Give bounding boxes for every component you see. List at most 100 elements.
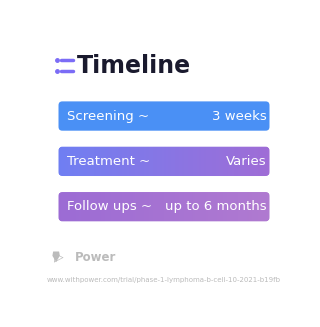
Bar bbox=[116, 142, 118, 181]
Bar bbox=[166, 187, 168, 226]
Bar bbox=[197, 142, 199, 181]
Bar bbox=[70, 96, 72, 136]
Bar bbox=[210, 96, 212, 136]
Bar bbox=[83, 142, 85, 181]
Bar bbox=[192, 187, 193, 226]
Bar bbox=[63, 96, 65, 136]
Bar bbox=[188, 187, 190, 226]
Bar bbox=[221, 142, 223, 181]
Bar bbox=[59, 96, 61, 136]
Bar bbox=[190, 96, 192, 136]
Bar bbox=[109, 96, 111, 136]
Bar bbox=[153, 187, 155, 226]
Bar bbox=[234, 142, 236, 181]
Bar bbox=[153, 142, 155, 181]
Bar bbox=[125, 96, 127, 136]
Bar bbox=[164, 96, 166, 136]
Bar bbox=[192, 96, 193, 136]
Bar bbox=[107, 96, 109, 136]
Bar bbox=[109, 142, 111, 181]
Text: www.withpower.com/trial/phase-1-lymphoma-b-cell-10-2021-b19fb: www.withpower.com/trial/phase-1-lymphoma… bbox=[47, 277, 281, 283]
Bar bbox=[74, 96, 76, 136]
Bar bbox=[215, 96, 217, 136]
Bar bbox=[158, 96, 160, 136]
Bar bbox=[247, 96, 249, 136]
Bar bbox=[249, 142, 251, 181]
Bar bbox=[263, 142, 265, 181]
Bar bbox=[138, 187, 140, 226]
Bar bbox=[223, 187, 225, 226]
Bar bbox=[256, 96, 258, 136]
Bar bbox=[157, 142, 158, 181]
Bar bbox=[215, 187, 217, 226]
Bar bbox=[273, 96, 274, 136]
Bar bbox=[177, 96, 179, 136]
Bar bbox=[243, 96, 245, 136]
Bar bbox=[267, 142, 269, 181]
Bar bbox=[155, 142, 157, 181]
Bar bbox=[210, 187, 212, 226]
Bar bbox=[236, 187, 237, 226]
Bar bbox=[92, 96, 94, 136]
Bar bbox=[72, 96, 74, 136]
Bar bbox=[72, 187, 74, 226]
Bar bbox=[116, 96, 118, 136]
Bar bbox=[155, 187, 157, 226]
Bar bbox=[85, 142, 87, 181]
Text: Screening ~: Screening ~ bbox=[67, 110, 149, 123]
Bar bbox=[94, 142, 96, 181]
Bar bbox=[219, 187, 221, 226]
Bar bbox=[193, 142, 195, 181]
Bar bbox=[55, 187, 57, 226]
Bar bbox=[103, 187, 105, 226]
Bar bbox=[55, 142, 57, 181]
Bar bbox=[148, 187, 149, 226]
Bar bbox=[114, 142, 116, 181]
Bar bbox=[249, 187, 251, 226]
Bar bbox=[237, 187, 239, 226]
Bar bbox=[184, 96, 186, 136]
Bar bbox=[144, 96, 146, 136]
Bar bbox=[217, 142, 219, 181]
Bar bbox=[212, 142, 214, 181]
Bar bbox=[271, 96, 273, 136]
Bar bbox=[261, 96, 263, 136]
Bar bbox=[180, 142, 182, 181]
Bar bbox=[160, 187, 162, 226]
Bar bbox=[252, 142, 254, 181]
Bar bbox=[168, 142, 170, 181]
Bar bbox=[83, 96, 85, 136]
Bar bbox=[245, 142, 247, 181]
Bar bbox=[129, 96, 131, 136]
Bar bbox=[188, 96, 190, 136]
Bar bbox=[204, 142, 206, 181]
Bar bbox=[91, 187, 92, 226]
Bar bbox=[158, 142, 160, 181]
Bar bbox=[98, 96, 100, 136]
Bar bbox=[166, 96, 168, 136]
Bar bbox=[94, 96, 96, 136]
Bar bbox=[85, 96, 87, 136]
Bar bbox=[203, 96, 204, 136]
Bar bbox=[98, 187, 100, 226]
Bar bbox=[208, 96, 210, 136]
Bar bbox=[179, 187, 180, 226]
Bar bbox=[260, 142, 261, 181]
Bar bbox=[217, 187, 219, 226]
Bar bbox=[135, 96, 136, 136]
Bar bbox=[57, 142, 59, 181]
Bar bbox=[135, 187, 136, 226]
Bar bbox=[70, 142, 72, 181]
Bar bbox=[113, 96, 114, 136]
Bar bbox=[247, 142, 249, 181]
Bar bbox=[142, 142, 144, 181]
Bar bbox=[105, 187, 107, 226]
Bar bbox=[125, 142, 127, 181]
Bar bbox=[131, 96, 133, 136]
Bar bbox=[87, 96, 89, 136]
Bar bbox=[227, 96, 228, 136]
Bar bbox=[96, 142, 98, 181]
Bar bbox=[54, 96, 55, 136]
Bar bbox=[201, 96, 203, 136]
Bar bbox=[76, 96, 77, 136]
